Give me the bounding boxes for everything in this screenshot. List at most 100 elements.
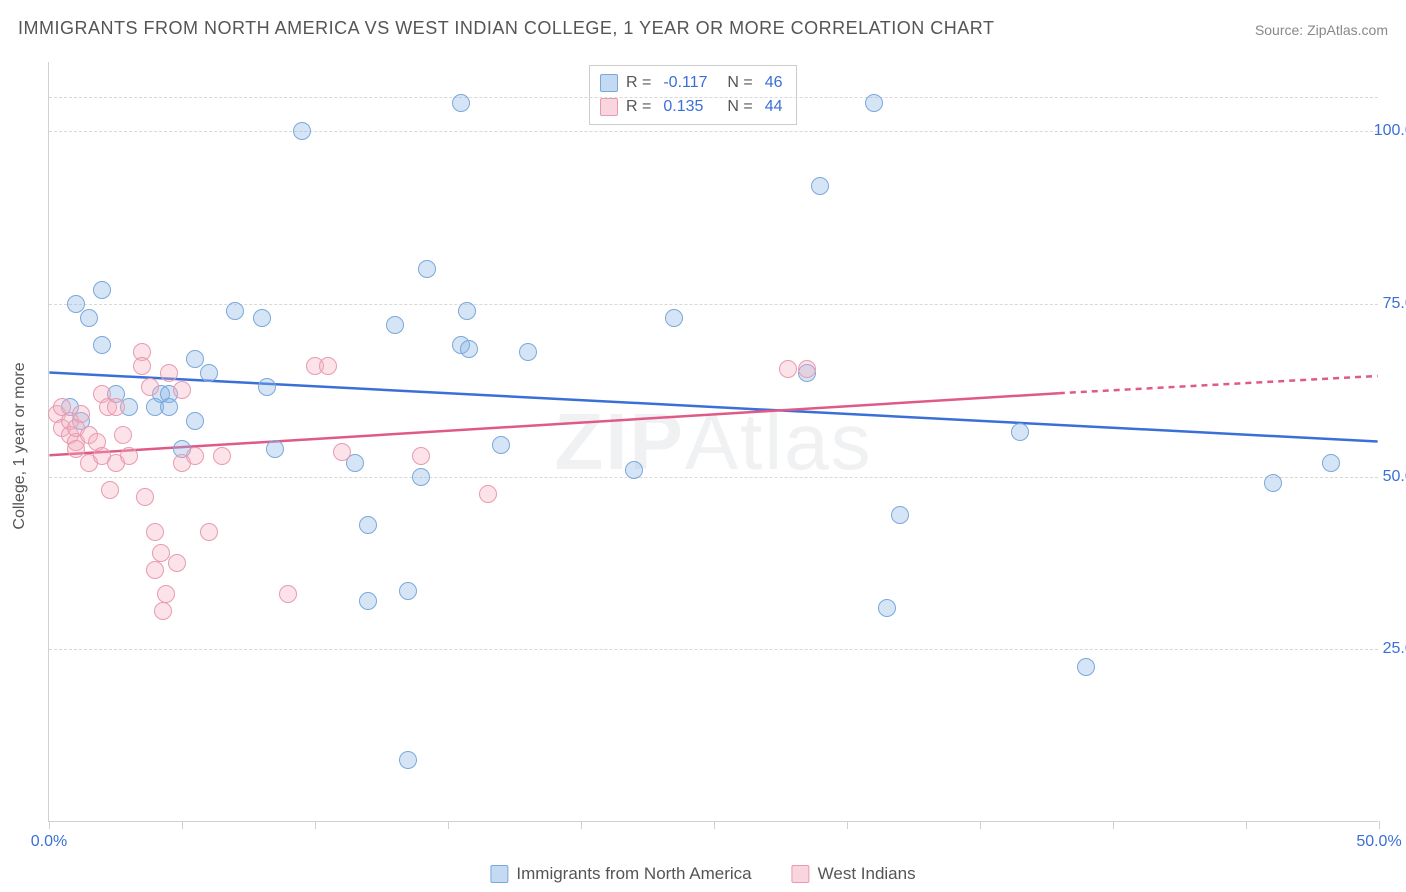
scatter-point	[160, 398, 178, 416]
scatter-point	[136, 488, 154, 506]
watermark-text: ZIPAtlas	[554, 396, 872, 488]
scatter-point	[133, 357, 151, 375]
scatter-point	[120, 447, 138, 465]
scatter-point	[93, 336, 111, 354]
scatter-point	[114, 426, 132, 444]
scatter-point	[200, 364, 218, 382]
scatter-point	[1264, 474, 1282, 492]
x-tick-label: 50.0%	[1356, 833, 1401, 851]
legend-row: R = 0.135 N = 44	[600, 95, 782, 119]
legend-label: West Indians	[818, 864, 916, 884]
y-tick-label: 75.0%	[1368, 295, 1406, 313]
scatter-point	[168, 554, 186, 572]
legend-row: R = -0.117 N = 46	[600, 71, 782, 95]
scatter-point	[80, 309, 98, 327]
gridline	[49, 477, 1378, 478]
gridline	[49, 649, 1378, 650]
legend-swatch	[490, 865, 508, 883]
scatter-point	[798, 360, 816, 378]
chart-title: IMMIGRANTS FROM NORTH AMERICA VS WEST IN…	[18, 18, 994, 39]
legend-swatch	[600, 98, 618, 116]
x-tick	[847, 821, 848, 829]
scatter-point	[479, 485, 497, 503]
gridline	[49, 97, 1378, 98]
scatter-point	[865, 94, 883, 112]
gridline	[49, 131, 1378, 132]
r-label: R =	[626, 95, 651, 119]
scatter-point	[258, 378, 276, 396]
scatter-point	[266, 440, 284, 458]
scatter-point	[1011, 423, 1029, 441]
x-tick	[182, 821, 183, 829]
scatter-point	[200, 523, 218, 541]
legend-label: Immigrants from North America	[516, 864, 751, 884]
r-label: R =	[626, 71, 651, 95]
legend-item: Immigrants from North America	[490, 864, 751, 884]
scatter-point	[146, 561, 164, 579]
scatter-point	[226, 302, 244, 320]
x-tick	[1246, 821, 1247, 829]
n-label: N =	[727, 71, 752, 95]
scatter-point	[107, 398, 125, 416]
scatter-point	[359, 516, 377, 534]
scatter-point	[141, 378, 159, 396]
scatter-point	[333, 443, 351, 461]
scatter-point	[625, 461, 643, 479]
scatter-point	[279, 585, 297, 603]
scatter-point	[253, 309, 271, 327]
r-value: -0.117	[663, 71, 719, 95]
legend-swatch	[792, 865, 810, 883]
scatter-point	[67, 440, 85, 458]
scatter-point	[386, 316, 404, 334]
scatter-point	[811, 177, 829, 195]
chart-plot-area: ZIPAtlas R = -0.117 N = 46 R = 0.135 N =…	[48, 62, 1378, 822]
scatter-point	[412, 468, 430, 486]
scatter-point	[665, 309, 683, 327]
y-tick-label: 100.0%	[1368, 122, 1406, 140]
x-tick	[315, 821, 316, 829]
n-value: 44	[765, 95, 783, 119]
x-tick-label: 0.0%	[31, 833, 67, 851]
scatter-point	[1077, 658, 1095, 676]
r-value: 0.135	[663, 95, 719, 119]
x-tick	[980, 821, 981, 829]
gridline	[49, 304, 1378, 305]
scatter-point	[293, 122, 311, 140]
y-tick-label: 25.0%	[1368, 640, 1406, 658]
y-axis-label: College, 1 year or more	[11, 362, 29, 529]
scatter-point	[154, 602, 172, 620]
scatter-point	[146, 523, 164, 541]
scatter-point	[359, 592, 377, 610]
scatter-point	[891, 506, 909, 524]
scatter-point	[319, 357, 337, 375]
scatter-point	[412, 447, 430, 465]
legend-item: West Indians	[792, 864, 916, 884]
n-value: 46	[765, 71, 783, 95]
x-tick	[581, 821, 582, 829]
scatter-point	[399, 582, 417, 600]
y-tick-label: 50.0%	[1368, 468, 1406, 486]
x-tick	[49, 821, 50, 829]
scatter-point	[452, 94, 470, 112]
scatter-point	[878, 599, 896, 617]
scatter-point	[418, 260, 436, 278]
scatter-point	[93, 281, 111, 299]
x-tick	[448, 821, 449, 829]
x-tick	[1379, 821, 1380, 829]
scatter-point	[160, 364, 178, 382]
scatter-point	[458, 302, 476, 320]
scatter-point	[101, 481, 119, 499]
scatter-point	[152, 544, 170, 562]
scatter-point	[173, 381, 191, 399]
scatter-point	[186, 412, 204, 430]
scatter-point	[1322, 454, 1340, 472]
scatter-point	[519, 343, 537, 361]
x-tick	[1113, 821, 1114, 829]
scatter-point	[213, 447, 231, 465]
scatter-point	[72, 405, 90, 423]
correlation-legend: R = -0.117 N = 46 R = 0.135 N = 44	[589, 65, 797, 125]
scatter-point	[460, 340, 478, 358]
series-legend: Immigrants from North America West India…	[490, 864, 915, 884]
x-tick	[714, 821, 715, 829]
scatter-point	[186, 447, 204, 465]
